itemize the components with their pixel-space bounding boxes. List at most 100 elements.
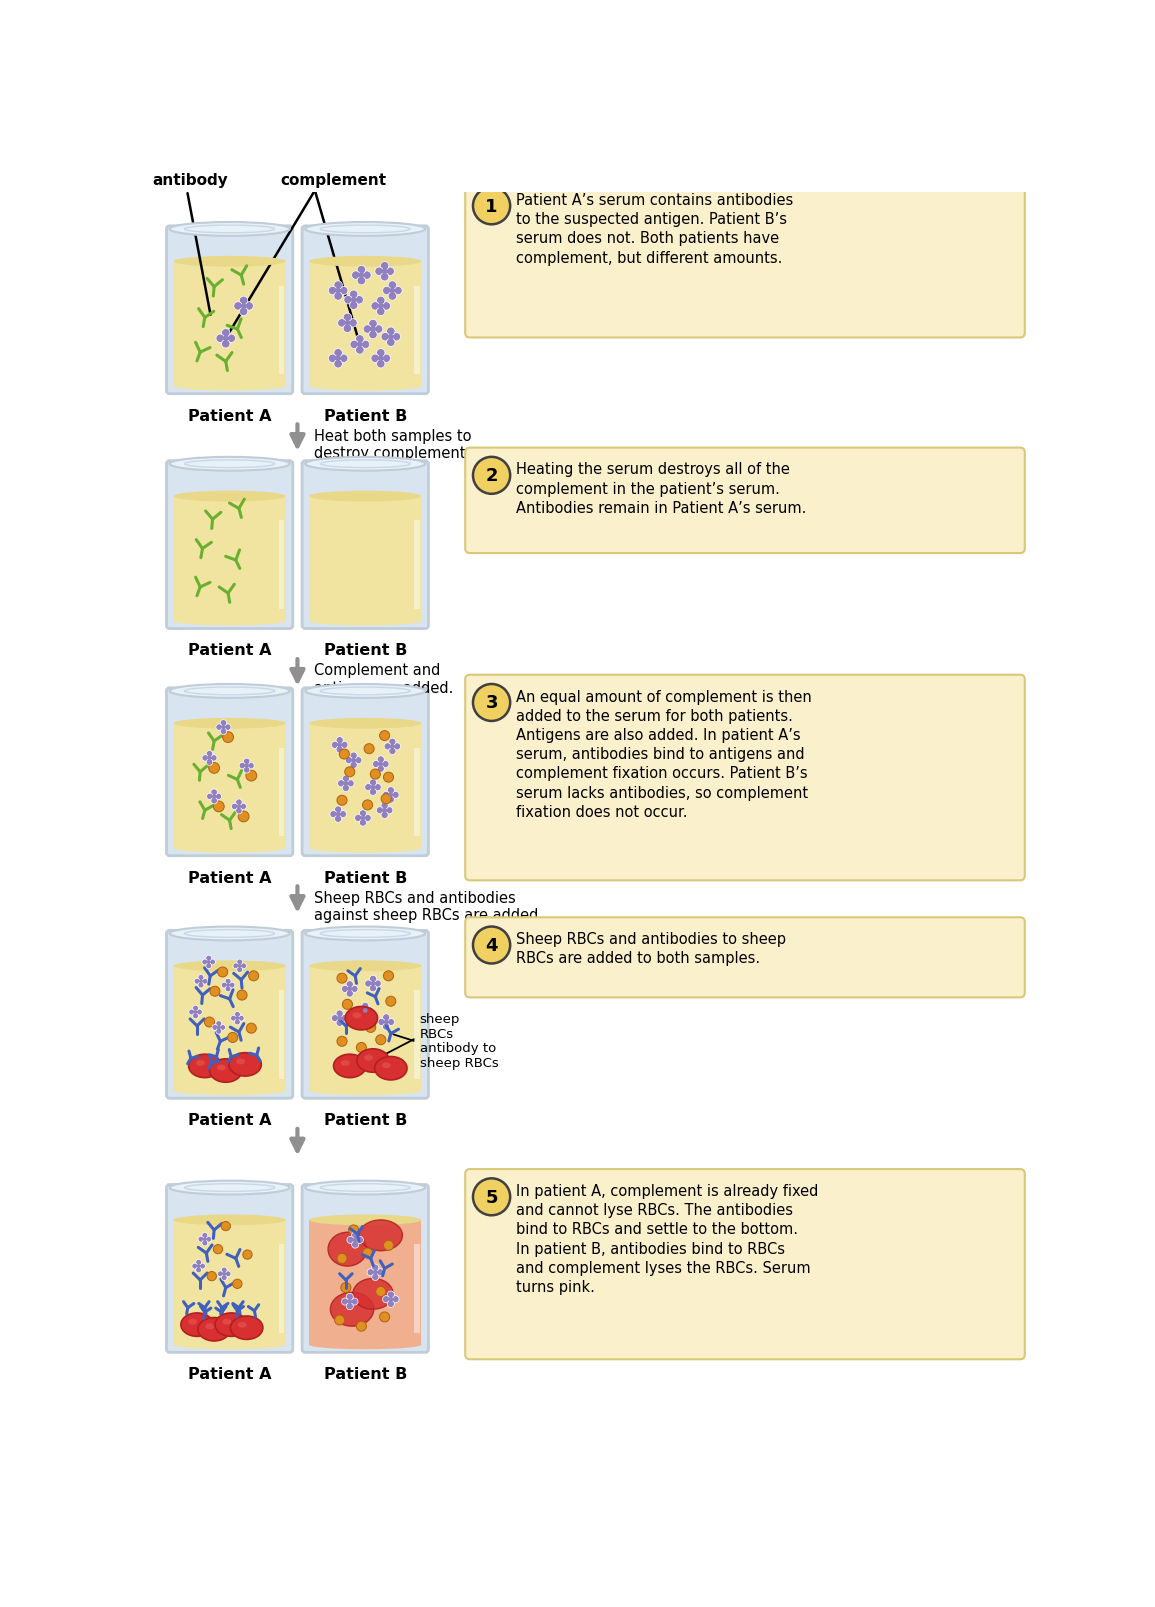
Circle shape — [378, 757, 385, 763]
Circle shape — [346, 990, 353, 998]
Circle shape — [207, 757, 211, 760]
Ellipse shape — [341, 1061, 350, 1067]
Ellipse shape — [310, 1086, 422, 1096]
Circle shape — [365, 980, 372, 987]
Circle shape — [335, 1315, 344, 1326]
Circle shape — [350, 291, 358, 299]
Circle shape — [204, 1017, 215, 1027]
Circle shape — [335, 357, 341, 362]
Text: Patient B: Patient B — [323, 408, 407, 423]
Circle shape — [389, 289, 395, 294]
Bar — [415, 747, 420, 837]
Circle shape — [219, 1025, 225, 1030]
Circle shape — [382, 1295, 389, 1303]
Bar — [310, 262, 422, 387]
Circle shape — [341, 1282, 351, 1294]
Circle shape — [210, 755, 217, 762]
Circle shape — [216, 725, 223, 731]
Circle shape — [378, 765, 385, 773]
Circle shape — [194, 1011, 198, 1014]
Circle shape — [195, 1260, 202, 1265]
Circle shape — [372, 762, 380, 768]
Circle shape — [351, 1298, 358, 1305]
Circle shape — [356, 336, 364, 344]
Circle shape — [370, 985, 377, 992]
Ellipse shape — [357, 1049, 389, 1072]
Circle shape — [207, 961, 210, 964]
Circle shape — [351, 297, 357, 304]
Circle shape — [368, 320, 378, 328]
Bar — [278, 286, 284, 374]
Circle shape — [337, 795, 346, 805]
Circle shape — [234, 1012, 240, 1017]
Circle shape — [188, 1009, 195, 1016]
Circle shape — [206, 963, 211, 969]
Circle shape — [381, 333, 389, 342]
Circle shape — [383, 773, 394, 783]
Ellipse shape — [310, 617, 422, 627]
Circle shape — [213, 795, 216, 799]
Circle shape — [228, 1033, 238, 1043]
Ellipse shape — [173, 1215, 285, 1226]
Circle shape — [351, 1233, 359, 1239]
Circle shape — [374, 326, 382, 334]
Circle shape — [342, 776, 350, 783]
Circle shape — [355, 757, 362, 765]
Circle shape — [337, 320, 346, 328]
Circle shape — [387, 1019, 395, 1025]
Circle shape — [342, 1298, 349, 1305]
FancyBboxPatch shape — [303, 227, 429, 394]
Circle shape — [217, 1271, 223, 1278]
Ellipse shape — [310, 492, 422, 501]
Circle shape — [474, 458, 511, 495]
Circle shape — [236, 808, 243, 815]
Ellipse shape — [173, 1340, 285, 1350]
Circle shape — [346, 1294, 353, 1300]
Ellipse shape — [173, 617, 285, 627]
Bar — [310, 1220, 422, 1345]
Ellipse shape — [305, 458, 425, 471]
Circle shape — [238, 964, 241, 967]
Ellipse shape — [173, 257, 285, 267]
Circle shape — [216, 1020, 222, 1027]
Text: Heating the serum destroys all of the
complement in the patient’s serum.
Antibod: Heating the serum destroys all of the co… — [516, 463, 806, 516]
Circle shape — [340, 812, 346, 818]
Text: Sheep RBCs and antibodies
against sheep RBCs are added.: Sheep RBCs and antibodies against sheep … — [314, 890, 544, 922]
Circle shape — [378, 1019, 385, 1025]
Circle shape — [358, 273, 364, 278]
Bar — [278, 1244, 284, 1334]
Circle shape — [383, 1020, 388, 1025]
Text: Patient A: Patient A — [188, 1366, 271, 1382]
Circle shape — [350, 302, 358, 310]
Circle shape — [202, 979, 208, 985]
Circle shape — [366, 1008, 373, 1014]
Circle shape — [337, 1037, 346, 1046]
Circle shape — [362, 1003, 368, 1009]
Circle shape — [388, 292, 396, 301]
Text: antibody: antibody — [152, 172, 228, 188]
Bar — [278, 521, 284, 611]
Bar — [278, 747, 284, 837]
Circle shape — [245, 302, 253, 310]
Bar — [415, 286, 420, 374]
Circle shape — [364, 815, 371, 823]
Circle shape — [234, 1019, 240, 1025]
Circle shape — [335, 807, 342, 813]
Circle shape — [377, 807, 383, 815]
Circle shape — [390, 744, 395, 749]
Circle shape — [238, 1016, 244, 1022]
Circle shape — [344, 296, 352, 305]
Ellipse shape — [305, 1181, 425, 1194]
Circle shape — [236, 1017, 239, 1020]
Circle shape — [342, 1000, 352, 1009]
Circle shape — [239, 763, 246, 770]
Ellipse shape — [170, 685, 290, 699]
Circle shape — [387, 328, 395, 336]
Circle shape — [380, 262, 389, 272]
Circle shape — [196, 1009, 202, 1016]
Circle shape — [210, 987, 219, 996]
Circle shape — [214, 802, 224, 812]
Circle shape — [380, 731, 389, 741]
Bar — [173, 262, 285, 387]
Ellipse shape — [310, 844, 422, 853]
